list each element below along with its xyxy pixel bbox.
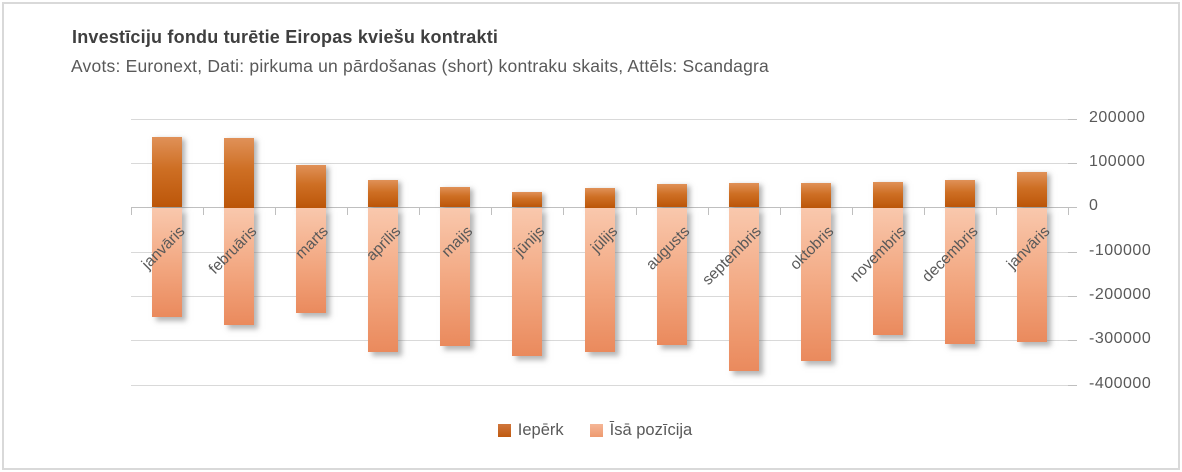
gridline (131, 119, 1068, 120)
category-tick (347, 207, 348, 215)
legend-label-iepirk: Iepērk (517, 421, 564, 439)
y-axis-tick (1068, 163, 1077, 164)
iepirk-bar (873, 182, 903, 208)
iepirk-bar (440, 187, 470, 207)
isa-pozicija-bar (224, 208, 254, 325)
iepirk-bar (224, 138, 254, 208)
y-axis-tick (1068, 119, 1077, 120)
isa-pozicija-bar (1017, 208, 1047, 342)
iepirk-bar (152, 137, 182, 207)
isa-pozicija-bar (368, 208, 398, 352)
category-tick (708, 207, 709, 215)
gridline (131, 163, 1068, 164)
category-tick (1068, 207, 1069, 215)
category-tick (275, 207, 276, 215)
category-tick (924, 207, 925, 215)
iepirk-bar (512, 192, 542, 207)
iepirk-bar (729, 183, 759, 207)
y-axis-tick (1068, 207, 1077, 208)
y-axis-label: -200000 (1089, 286, 1152, 303)
category-tick (852, 207, 853, 215)
plot-area: 200000 100000 0 -100000 -200000 -300000 -40000… (4, 4, 1178, 468)
isa-pozicija-swatch-icon (589, 424, 603, 437)
isa-pozicija-bar (801, 208, 831, 361)
category-tick (491, 207, 492, 215)
category-tick (131, 207, 132, 215)
gridline (131, 385, 1068, 386)
isa-pozicija-bar (440, 208, 470, 346)
isa-pozicija-bar (729, 208, 759, 371)
y-axis-tick (1068, 385, 1077, 386)
y-axis-label: -300000 (1089, 330, 1152, 347)
y-axis-tick (1068, 252, 1077, 253)
iepirk-bar (296, 165, 326, 208)
y-axis-label: 200000 (1089, 109, 1146, 126)
y-axis-label: 100000 (1089, 153, 1146, 170)
legend-label-isa-pozicija: Īsā pozīcija (609, 421, 693, 439)
iepirk-bar (368, 180, 398, 207)
chart-title: Investīciju fondu turētie Eiropas kviešu… (72, 27, 499, 47)
y-axis-label: 0 (1089, 197, 1099, 214)
iepirk-bar (585, 188, 615, 208)
isa-pozicija-bar (512, 208, 542, 356)
category-tick (419, 207, 420, 215)
isa-pozicija-bar (657, 208, 687, 345)
category-tick (563, 207, 564, 215)
legend-item-isa-pozicija[interactable]: Īsā pozīcija (589, 421, 693, 440)
category-tick (203, 207, 204, 215)
isa-pozicija-bar (152, 208, 182, 317)
isa-pozicija-bar (873, 208, 903, 335)
isa-pozicija-bar (296, 208, 326, 313)
legend-item-iepirk[interactable]: Iepērk (497, 421, 564, 440)
category-tick (636, 207, 637, 215)
iepirk-bar (657, 184, 687, 207)
iepirk-swatch-icon (497, 424, 511, 437)
legend: Iepērk Īsā pozīcija (4, 421, 1178, 440)
isa-pozicija-bar (585, 208, 615, 352)
chart-subtitle: Avots: Euronext, Dati: pirkuma un pārdoš… (71, 56, 769, 76)
isa-pozicija-bar (945, 208, 975, 344)
iepirk-bar (945, 180, 975, 207)
iepirk-bar (801, 183, 831, 208)
y-axis-tick (1068, 296, 1077, 297)
iepirk-bar (1017, 172, 1047, 207)
y-axis-label: -400000 (1089, 375, 1152, 392)
y-axis-label: -100000 (1089, 242, 1152, 259)
category-tick (780, 207, 781, 215)
category-tick (996, 207, 997, 215)
y-axis-tick (1068, 340, 1077, 341)
